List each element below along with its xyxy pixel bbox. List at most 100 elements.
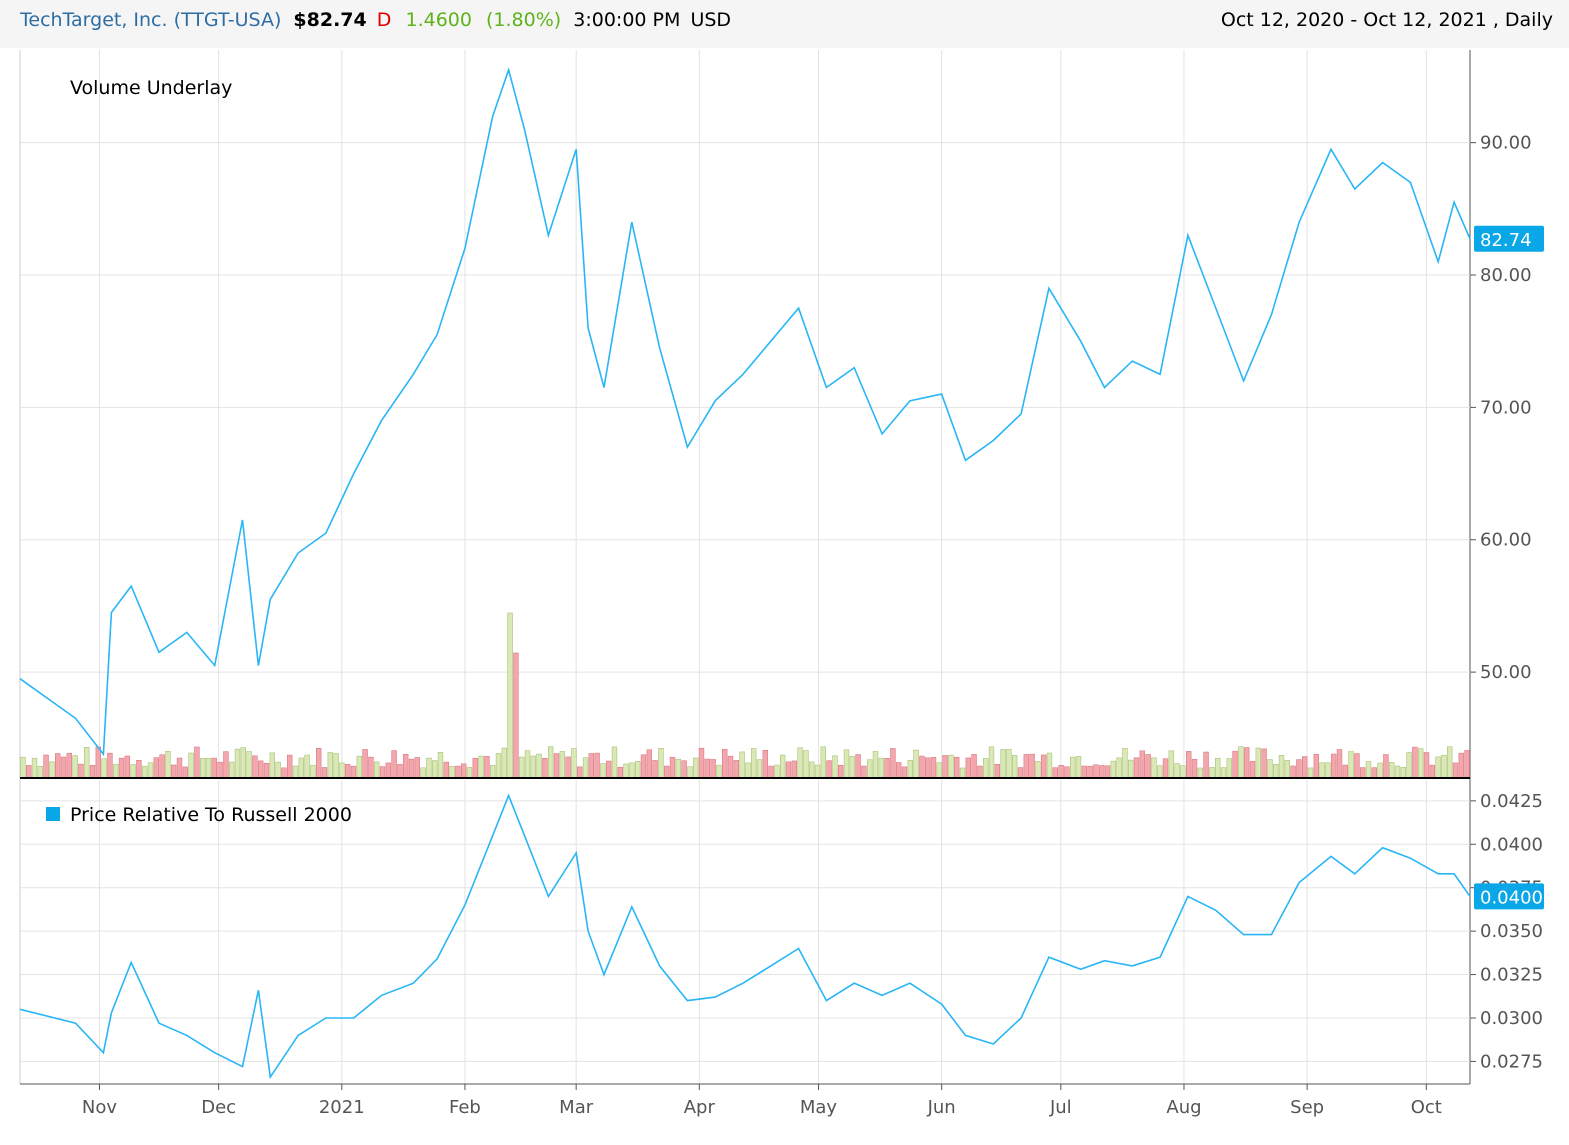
volume-bar	[518, 756, 525, 779]
volume-bar	[1209, 767, 1215, 779]
volume-bar	[501, 747, 507, 779]
volume-bar	[1296, 759, 1302, 779]
volume-bar	[1238, 746, 1244, 779]
volume-bar	[356, 755, 362, 779]
volume-bar	[402, 753, 409, 779]
volume-bar	[292, 765, 299, 779]
volume-bar	[124, 755, 131, 779]
volume-bar	[959, 767, 966, 779]
volume-bar	[617, 766, 624, 779]
volume-bar	[362, 749, 368, 779]
volume-bar	[385, 762, 391, 779]
volume-bar	[1139, 750, 1146, 779]
volume-bar	[1435, 756, 1441, 779]
volume-bar	[1267, 759, 1273, 779]
volume-bar	[1093, 764, 1099, 779]
y-tick-label: 0.0325	[1480, 965, 1543, 986]
volume-bar	[837, 764, 844, 779]
x-tick-label: Dec	[201, 1097, 236, 1118]
volume-bar	[66, 752, 73, 779]
volume-bar	[1168, 750, 1175, 779]
volume-bar	[252, 755, 258, 779]
volume-bar	[344, 763, 351, 779]
volume-bar	[1360, 767, 1366, 779]
volume-bar	[460, 763, 467, 779]
volume-bar	[455, 765, 461, 779]
volume-bar	[449, 766, 455, 779]
x-tick-label: Aug	[1166, 1097, 1201, 1118]
volume-bar	[646, 749, 653, 779]
volume-bar	[1273, 763, 1279, 779]
volume-bar	[194, 746, 200, 779]
volume-bar	[1058, 765, 1064, 779]
volume-bar	[565, 756, 571, 779]
volume-bar	[692, 757, 699, 779]
volume-bar	[1365, 761, 1372, 779]
volume-bar	[257, 760, 264, 779]
volume-bar	[478, 755, 484, 779]
volume-bar	[1331, 753, 1337, 779]
volume-bar	[1383, 754, 1389, 779]
volume-bar	[60, 756, 67, 779]
volume-bar	[1075, 756, 1082, 779]
volume-bar	[20, 756, 26, 779]
volume-bar	[321, 767, 328, 779]
last-value-label: 0.0400	[1480, 887, 1543, 908]
volume-bar	[698, 747, 705, 779]
y-tick-label: 0.0275	[1480, 1051, 1543, 1072]
volume-bar	[1133, 757, 1140, 779]
volume-bar	[1302, 756, 1308, 779]
x-tick-label: Feb	[449, 1097, 481, 1118]
volume-bars	[20, 612, 1470, 779]
y-tick-label: 0.0425	[1480, 791, 1543, 812]
volume-bar	[803, 750, 809, 779]
volume-bar	[1423, 752, 1430, 779]
relative-strength-line	[19, 793, 1471, 1080]
volume-bar	[739, 751, 745, 779]
company-name-link[interactable]: TechTarget, Inc. (TTGT-USA)	[20, 9, 282, 31]
volume-bar	[808, 761, 815, 779]
price-change: 1.4600	[405, 9, 472, 31]
volume-bar	[953, 756, 960, 779]
volume-bar	[623, 763, 629, 779]
volume-bar	[1354, 753, 1360, 779]
volume-bar	[1041, 754, 1047, 779]
volume-bar	[431, 760, 438, 779]
y-tick-label: 90.00	[1480, 133, 1532, 154]
volume-bar	[924, 757, 931, 779]
volume-bar	[832, 755, 838, 779]
volume-bar	[142, 765, 148, 779]
volume-bar	[1070, 756, 1076, 779]
volume-bar	[466, 767, 473, 779]
volume-bar	[930, 757, 937, 779]
legend-swatch	[46, 807, 60, 821]
volume-bar	[1203, 751, 1209, 779]
volume-bar	[762, 750, 769, 779]
volume-bar	[814, 764, 821, 779]
volume-bar	[1406, 752, 1412, 779]
volume-bar	[1336, 749, 1343, 779]
volume-bar	[339, 762, 345, 779]
volume-bar	[1389, 762, 1395, 779]
volume-bar	[1278, 755, 1285, 779]
volume-bar	[1313, 754, 1320, 779]
volume-bar	[1087, 765, 1093, 779]
volume-bar	[1441, 754, 1447, 779]
volume-bar	[774, 764, 780, 779]
volume-bar	[408, 758, 415, 779]
volume-bar	[1110, 760, 1117, 779]
volume-bar	[536, 753, 542, 779]
x-tick-label: May	[800, 1097, 838, 1118]
y-tick-label: 50.00	[1480, 662, 1532, 683]
volume-bar	[165, 751, 171, 779]
volume-bar	[484, 756, 490, 779]
volume-bar	[89, 765, 96, 779]
volume-bar	[855, 754, 861, 779]
volume-bar	[861, 765, 867, 779]
volume-bar	[1418, 748, 1424, 779]
last-value-badge	[1474, 883, 1544, 910]
volume-bar	[304, 754, 310, 779]
volume-bar	[275, 761, 281, 779]
volume-bar	[327, 752, 333, 779]
